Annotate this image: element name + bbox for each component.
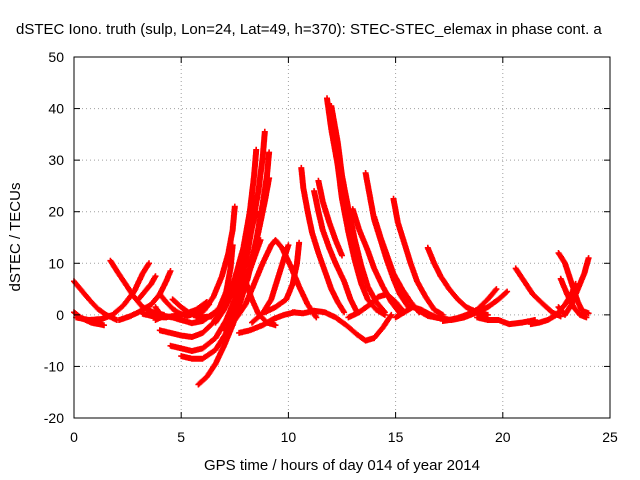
- series-marker-path: [439, 286, 500, 324]
- x-tick-label: 25: [602, 429, 618, 445]
- chart-title: dSTEC Iono. truth (sulp, Lon=24, Lat=49,…: [16, 21, 602, 38]
- data-series-23: [221, 237, 320, 334]
- series-marker-path: [311, 188, 360, 316]
- series-marker-path: [390, 195, 446, 318]
- data-series-25: [311, 188, 360, 316]
- data-series-41: [512, 265, 564, 320]
- data-series-40: [474, 314, 538, 328]
- series-marker-path: [555, 255, 592, 318]
- series-marker-path: [152, 304, 170, 321]
- y-tick-label: 40: [48, 101, 64, 117]
- axis-ticks: 0 5 10 15 20 25 -20 -10 0 10 20 30 40 50: [44, 49, 618, 445]
- data-series-39: [439, 286, 500, 324]
- series-marker-path: [298, 164, 348, 316]
- data-series-10: [156, 291, 213, 319]
- series-marker-path: [135, 273, 159, 303]
- series-marker-path: [212, 208, 260, 326]
- y-tick-label: -20: [44, 410, 64, 426]
- y-tick-label: -10: [44, 358, 64, 374]
- series-marker-path: [512, 265, 564, 320]
- x-axis-title: GPS time / hours of day 014 of year 2014: [204, 457, 480, 474]
- series-marker-path: [328, 103, 388, 316]
- series-marker-path: [221, 237, 320, 334]
- series-marker-path: [156, 291, 213, 319]
- data-series-12: [135, 273, 159, 303]
- series-marker-path: [349, 206, 403, 317]
- y-tick-label: 50: [48, 49, 64, 65]
- series-marker-path: [236, 309, 298, 336]
- grid: [74, 57, 610, 418]
- y-tick-label: 30: [48, 152, 64, 168]
- data-series-26: [315, 177, 345, 259]
- x-tick-label: 0: [70, 429, 78, 445]
- data-series-34: [390, 195, 446, 318]
- data-series-29: [328, 103, 388, 316]
- data-series-24: [298, 164, 348, 316]
- data-series-27: [289, 307, 395, 344]
- plot-frame: [73, 56, 611, 419]
- x-tick-label: 10: [281, 429, 297, 445]
- y-tick-label: 20: [48, 204, 64, 220]
- data-series-45: [555, 255, 592, 318]
- data-series-31: [349, 206, 403, 317]
- x-tick-label: 20: [495, 429, 511, 445]
- y-tick-label: 0: [56, 307, 64, 323]
- data-series-33: [371, 213, 423, 316]
- x-tick-label: 15: [388, 429, 404, 445]
- series-marker-path: [371, 213, 423, 316]
- series-marker-path: [315, 177, 345, 259]
- data-series-17: [212, 208, 260, 326]
- data-series-20: [236, 309, 298, 336]
- y-tick-label: 10: [48, 255, 64, 271]
- plot-series: [71, 95, 592, 388]
- data-series-11: [152, 304, 170, 321]
- y-axis-title: dSTEC / TECUs: [7, 183, 24, 292]
- series-marker-path: [289, 307, 395, 344]
- series-marker-path: [474, 314, 538, 328]
- x-tick-label: 5: [177, 429, 185, 445]
